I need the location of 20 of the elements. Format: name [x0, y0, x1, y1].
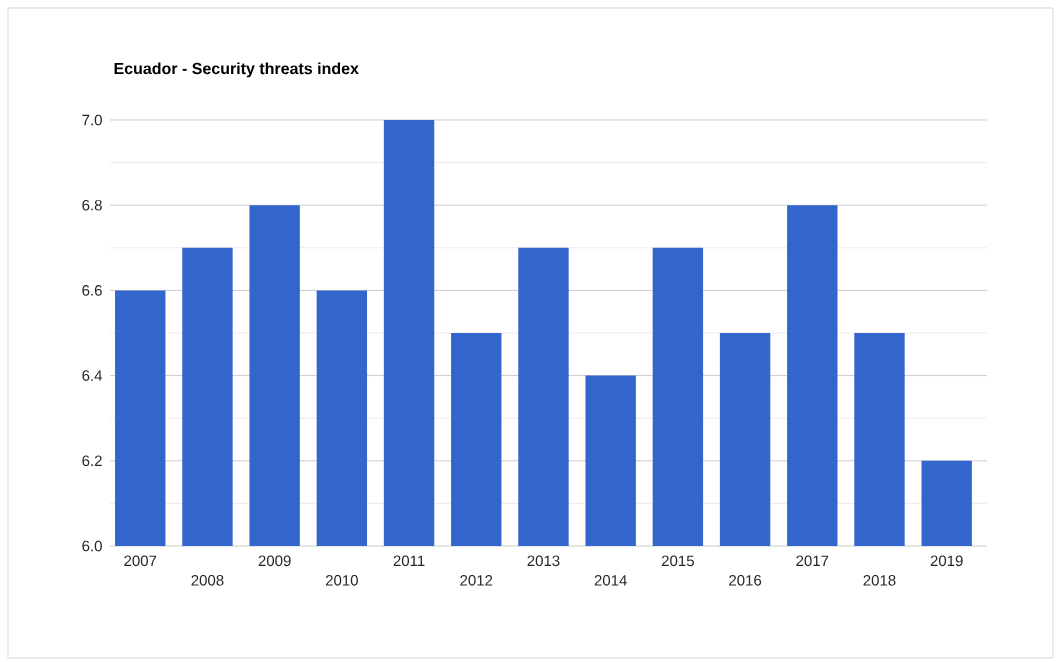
x-tick-label: 2018: [863, 575, 896, 586]
x-tick-label: 2013: [527, 555, 560, 567]
x-tick-label: 2016: [729, 575, 762, 586]
y-tick-label: 6.8: [82, 199, 102, 211]
y-tick-label: 6.4: [82, 370, 103, 381]
x-tick-label: 2017: [796, 555, 829, 567]
x-tick-label: 2012: [460, 575, 493, 586]
x-tick-label: 2010: [325, 575, 358, 586]
x-tick-label: 2011: [393, 555, 425, 567]
y-tick-label: 6.2: [82, 455, 102, 467]
x-tick-label: 2019: [930, 555, 963, 567]
x-tick-label: 2008: [191, 575, 224, 586]
x-tick-label: 2007: [124, 555, 157, 567]
chart-title: Ecuador - Security threats index: [114, 62, 359, 78]
y-tick-label: 6.6: [82, 285, 102, 296]
x-tick-label: 2009: [258, 555, 291, 567]
y-tick-label: 7.0: [82, 114, 102, 126]
x-tick-label: 2015: [661, 555, 694, 567]
y-tick-label: 6.0: [82, 540, 102, 552]
x-tick-label: 2014: [594, 575, 627, 586]
